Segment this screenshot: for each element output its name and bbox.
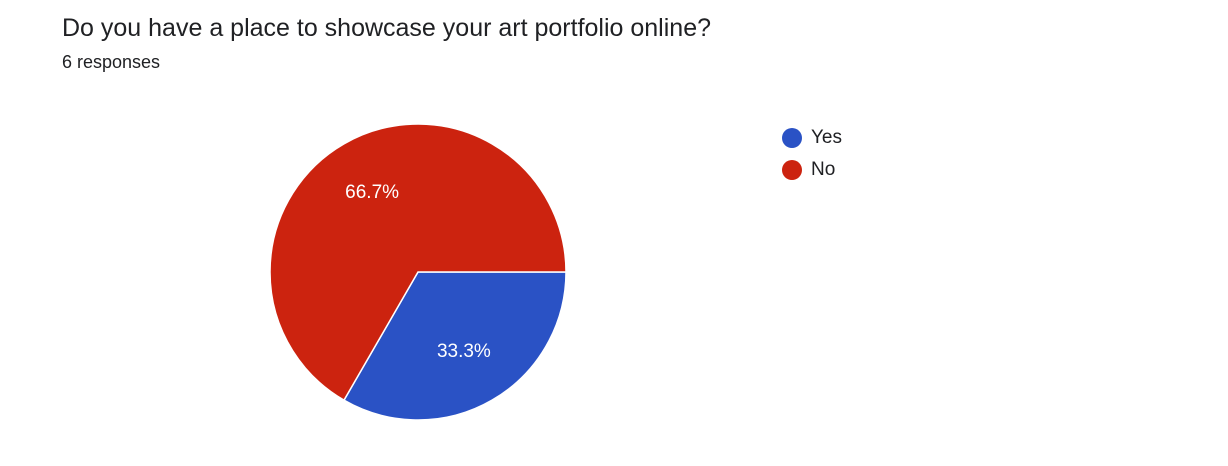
question-title: Do you have a place to showcase your art…	[62, 14, 711, 42]
legend-item-no[interactable]: No	[782, 154, 842, 186]
slice-label-yes: 33.3%	[437, 341, 491, 362]
pie-slice-yes[interactable]	[342, 271, 567, 421]
slice-label-no: 66.7%	[345, 182, 399, 203]
legend-label-no: No	[811, 159, 836, 180]
legend-label-yes: Yes	[811, 127, 842, 148]
legend-swatch-yes	[782, 128, 802, 148]
pie-slice-no[interactable]	[269, 123, 567, 402]
legend-swatch-no	[782, 160, 802, 180]
legend-item-yes[interactable]: Yes	[782, 122, 842, 154]
response-count: 6 responses	[62, 52, 161, 72]
chart-legend: Yes No	[782, 122, 842, 186]
